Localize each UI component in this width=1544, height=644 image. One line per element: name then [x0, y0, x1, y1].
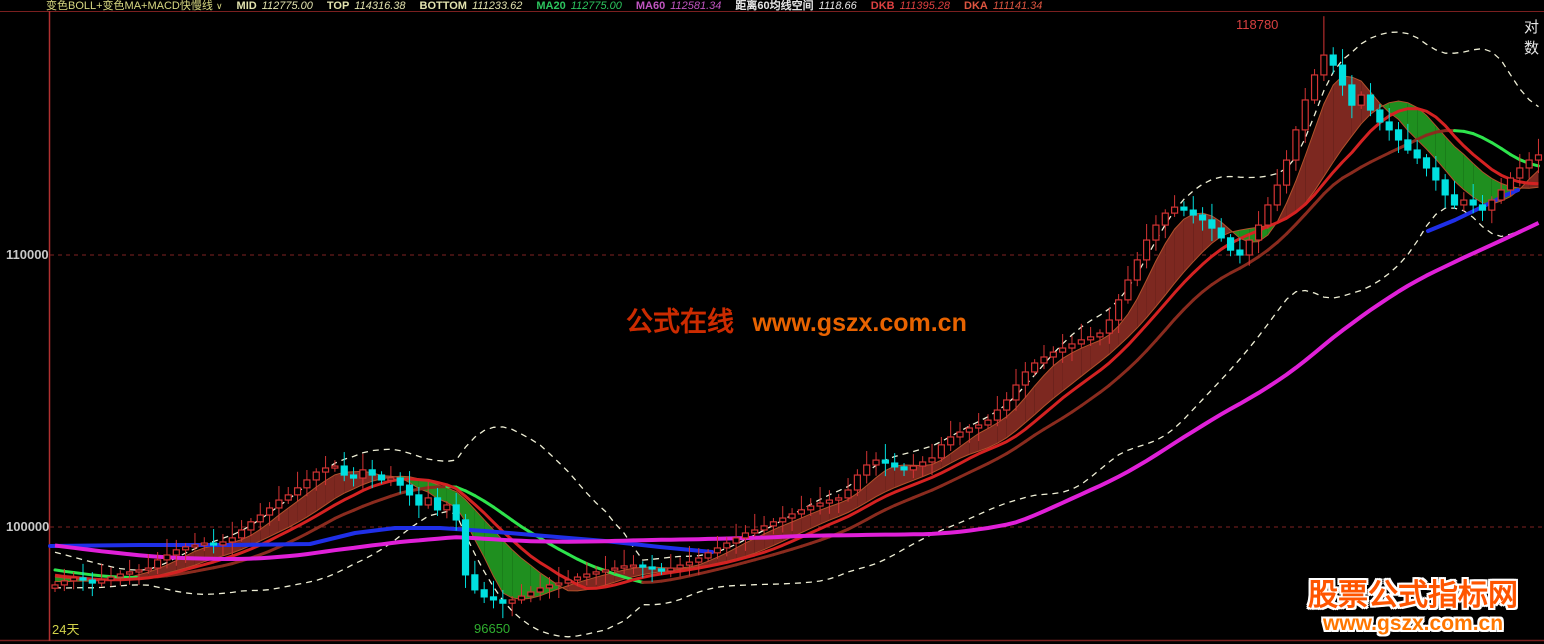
candlesticks [51, 16, 1543, 619]
field-label: 距离60均线空间 [735, 0, 814, 12]
field-value: 112581.34 [670, 0, 722, 12]
field-value: 112775.00 [570, 0, 622, 12]
header-field-top: TOP 114316.38 [327, 0, 406, 12]
field-label: DKB [870, 0, 895, 12]
ma60-line [54, 221, 1540, 561]
field-label: MA60 [635, 0, 666, 12]
field-label: DKA [964, 0, 988, 12]
x-axis-period-label: 24天 [52, 622, 80, 637]
blue-dk-line [48, 188, 1520, 554]
price-gridlines [50, 254, 1544, 528]
bollinger-bands [54, 31, 1539, 638]
y-axis-label-110000: 110000 [6, 247, 49, 262]
field-value: 1118.66 [818, 0, 857, 12]
field-label: MID [236, 0, 257, 12]
field-label: BOTTOM [419, 0, 467, 12]
chevron-down-icon[interactable]: ∨ [215, 1, 223, 11]
logo-url-text: www.gszx.com.cn [1322, 612, 1504, 635]
corner-watermark-logo: 股票公式指标网 www.gszx.com.cn [1308, 579, 1518, 635]
header-field-distance-ma60: 距离60均线空间 1118.66 [735, 0, 856, 12]
watermark-cn-text: 公式在线 [626, 307, 734, 337]
watermark-url-text: www.gszx.com.cn [752, 309, 967, 337]
formula-title: 变色BOLL+变色MA+MACD快慢线 [46, 0, 213, 12]
center-watermark: 公式在线 www.gszx.com.cn [626, 300, 967, 339]
field-label: TOP [326, 0, 350, 12]
field-value: 111141.34 [992, 0, 1043, 12]
logo-cn-text: 股票公式指标网 [1308, 579, 1518, 612]
field-label: MA20 [536, 0, 566, 12]
field-value: 111233.62 [471, 0, 523, 12]
header-field-bottom: BOTTOM 111233.62 [420, 0, 523, 12]
header-field-mid: MID 112775.00 [237, 0, 313, 12]
formula-title-group[interactable]: 变色BOLL+变色MA+MACD快慢线 ∨ [46, 0, 223, 12]
axis-frame [0, 11, 1544, 642]
header-field-ma20: MA20 112775.00 [536, 0, 622, 12]
header-field-dkb: DKB 111395.28 [871, 0, 950, 12]
ma20-line [53, 129, 1540, 584]
y-axis-label-100000: 100000 [6, 519, 50, 534]
indicator-header-bar: 变色BOLL+变色MA+MACD快慢线 ∨ MID 112775.00 TOP 11… [46, 0, 1042, 12]
header-field-dka: DKA 111141.34 [964, 0, 1042, 12]
field-value: 111395.28 [899, 0, 951, 12]
low-price-label: 96650 [474, 621, 511, 636]
field-value: 114316.38 [354, 0, 406, 12]
field-value: 112775.00 [261, 0, 313, 12]
header-field-ma60: MA60 112581.34 [636, 0, 722, 12]
high-price-label: 118780 [1236, 17, 1279, 32]
clipped-right-edge-text[interactable]: 对数 [1524, 19, 1540, 57]
dk-red-line [54, 107, 1539, 590]
